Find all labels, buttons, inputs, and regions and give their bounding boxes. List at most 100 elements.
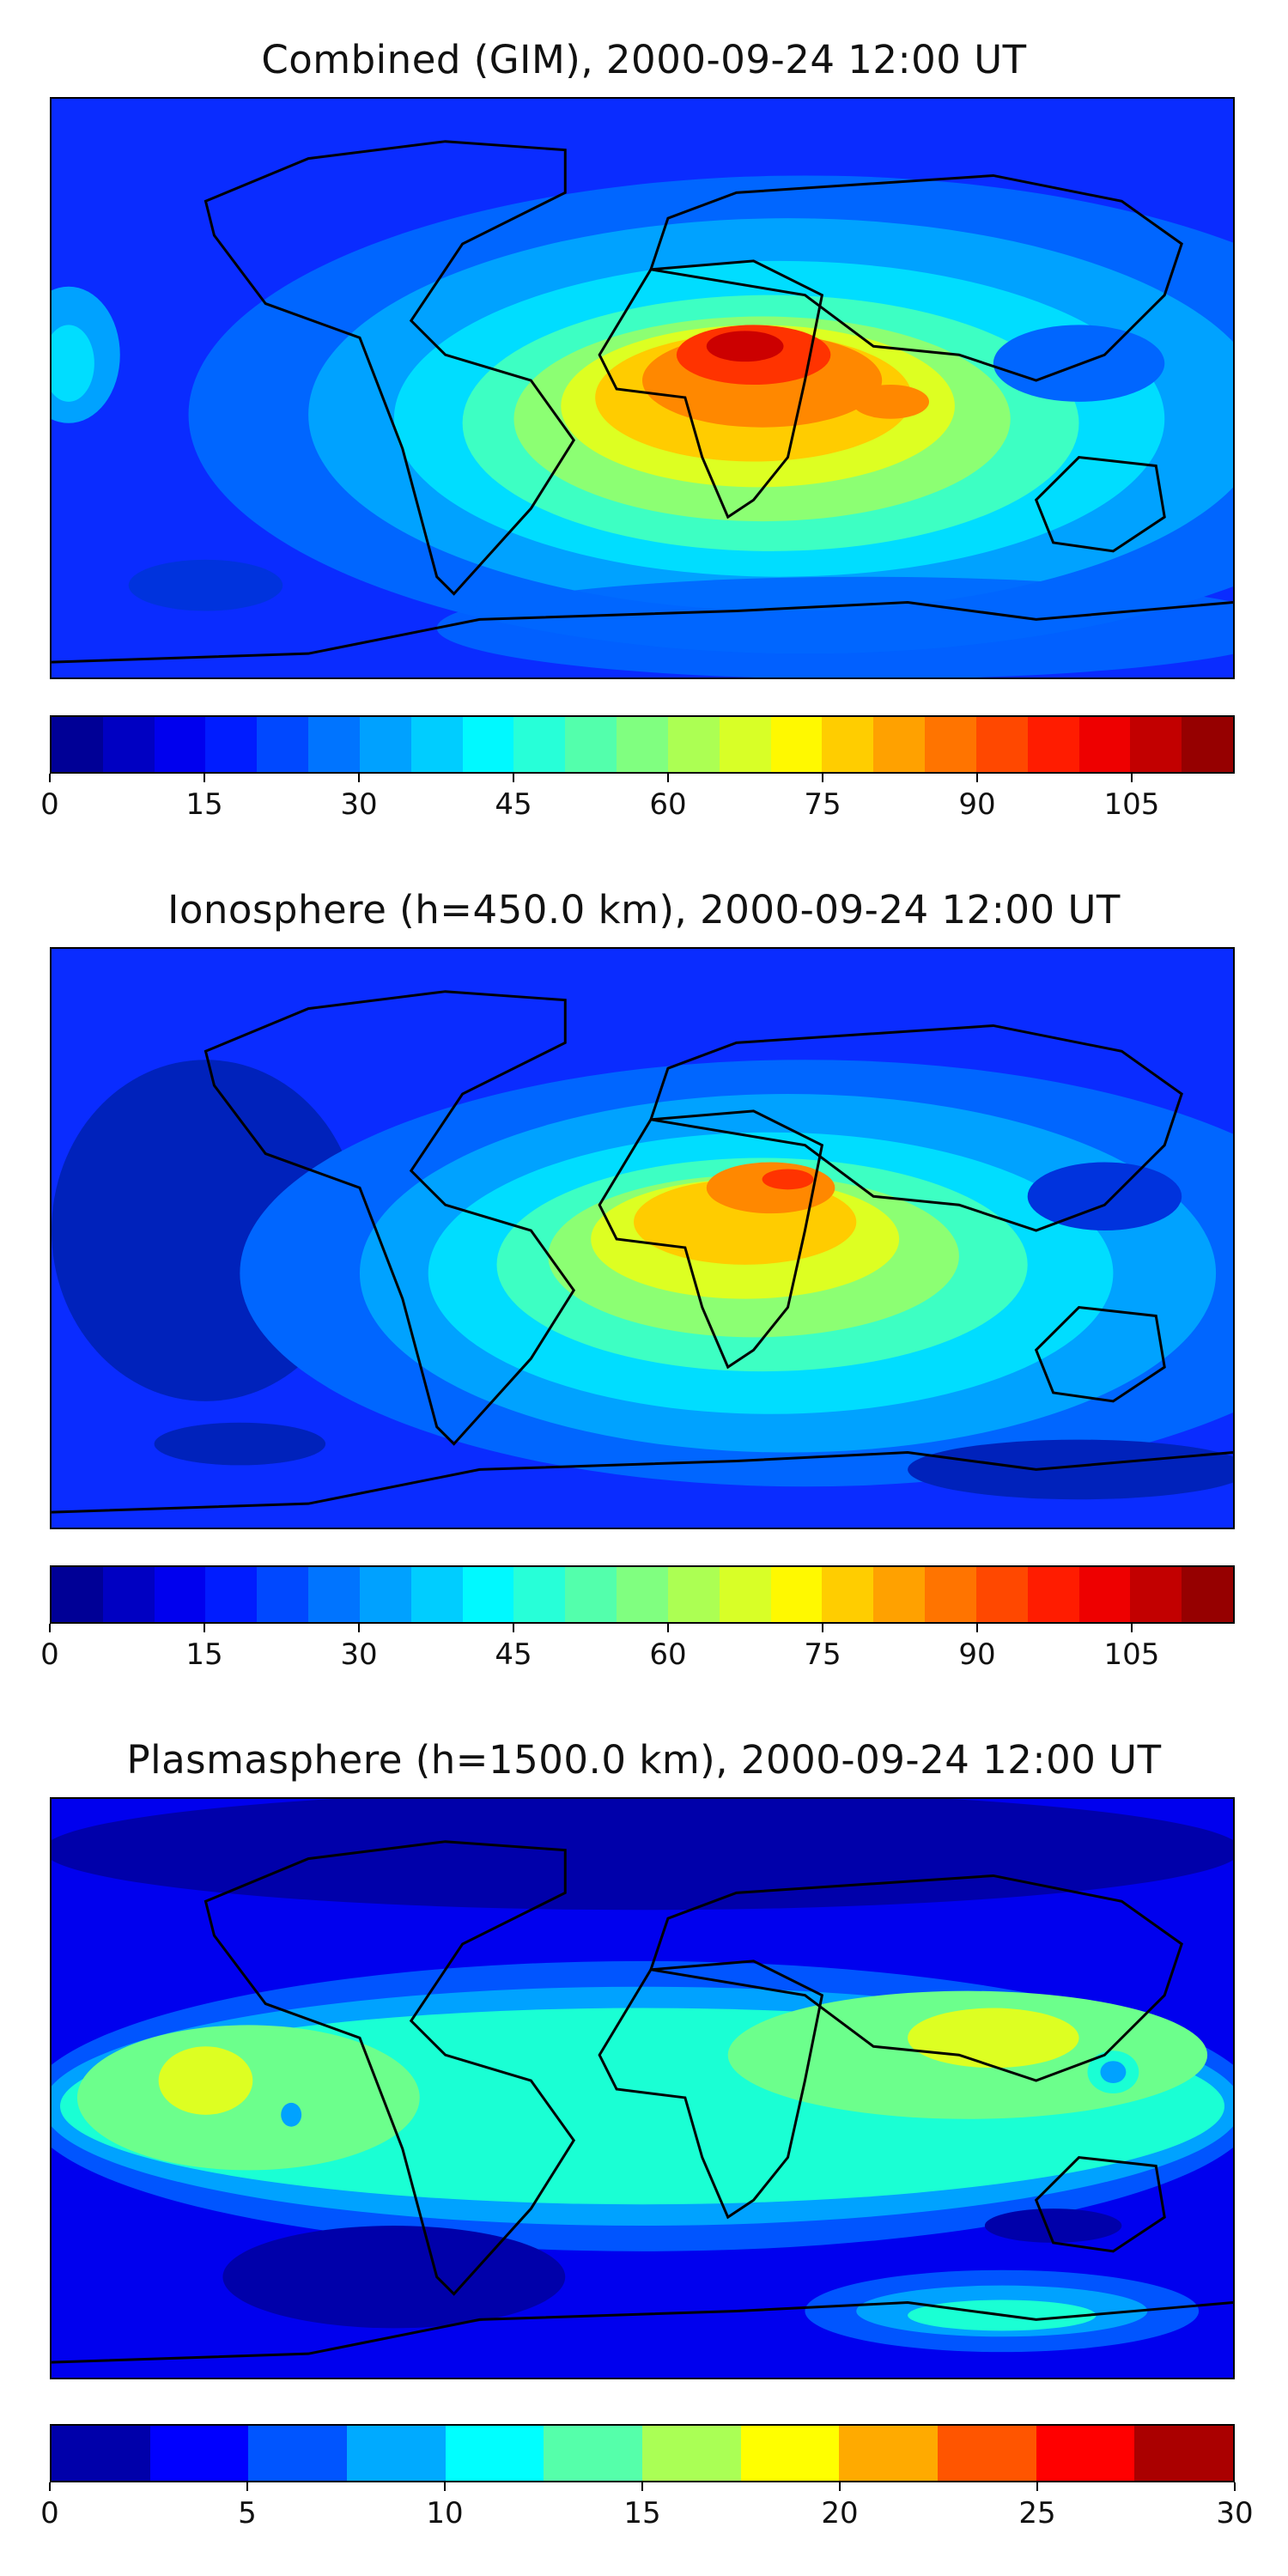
colorbar-segment: [822, 717, 874, 772]
colorbar-segment: [205, 717, 258, 772]
colorbar-tick-label: 30: [340, 1637, 378, 1672]
colorbar-tick-mark: [976, 1624, 978, 1632]
colorbar-segment: [565, 717, 617, 772]
colorbar-tick-label: 5: [238, 2496, 257, 2530]
colorbar-tick-mark: [976, 774, 978, 782]
colorbar-segment: [347, 2426, 446, 2481]
colorbar-tick-label: 45: [495, 787, 532, 822]
colorbar-tick-mark: [667, 1624, 669, 1632]
colorbar-segment: [617, 1567, 668, 1622]
colorbar-ticks-combined: 0 15 30 45 60 75 90 105: [40, 774, 1235, 825]
colorbar-tick-label: 0: [40, 787, 59, 822]
colorbar-segment: [513, 717, 566, 772]
colorbar-segment: [873, 717, 926, 772]
colorbar-tick-mark: [204, 774, 205, 782]
colorbar-segment: [1027, 717, 1079, 772]
colorbar-segment: [1130, 1567, 1182, 1622]
colorbar-segment: [839, 2426, 939, 2481]
colorbar-segment: [938, 2426, 1036, 2481]
panel-title-combined: Combined (GIM), 2000-09-24 12:00 UT: [261, 37, 1027, 82]
colorbar-segment: [719, 1567, 771, 1622]
colorbar-combined: [50, 715, 1235, 774]
colorbar-segment: [257, 1567, 309, 1622]
colorbar-tick-label: 105: [1103, 1637, 1160, 1672]
colorbar-tick-label: 60: [649, 787, 687, 822]
colorbar-plasmasphere: [50, 2424, 1235, 2482]
colorbar-tick-label: 90: [958, 787, 996, 822]
colorbar-segment: [445, 2426, 544, 2481]
colorbar-segment: [359, 1567, 411, 1622]
colorbar-tick-mark: [358, 774, 360, 782]
colorbar-segment: [257, 717, 309, 772]
colorbar-segment: [462, 717, 514, 772]
colorbar-segment: [1130, 717, 1182, 772]
colorbar-tick-mark: [1036, 2482, 1038, 2491]
colorbar-tick-label: 20: [821, 2496, 859, 2530]
map-ionosphere: [50, 947, 1235, 1529]
colorbar-segment: [52, 2426, 150, 2481]
colorbar-tick-label: 75: [804, 1637, 841, 1672]
colorbar-segment: [154, 717, 206, 772]
colorbar-segment: [52, 717, 103, 772]
colorbar-segment: [410, 717, 463, 772]
colorbar-segment: [770, 717, 823, 772]
colorbar-segment: [873, 1567, 926, 1622]
colorbar-segment: [52, 1567, 103, 1622]
colorbar-ticks-ionosphere: 0 15 30 45 60 75 90 105: [40, 1624, 1235, 1675]
colorbar-segment: [513, 1567, 566, 1622]
colorbar-tick-mark: [444, 2482, 446, 2491]
colorbar-ionosphere: [50, 1565, 1235, 1624]
colorbar-segment: [1027, 1567, 1079, 1622]
colorbar-segment: [925, 1567, 976, 1622]
colorbar-segment: [1078, 1567, 1131, 1622]
colorbar-segment: [770, 1567, 823, 1622]
colorbar-tick-label: 15: [623, 2496, 661, 2530]
colorbar-tick-mark: [1131, 1624, 1133, 1632]
colorbar-tick-mark: [49, 774, 51, 782]
colorbar-tick-mark: [822, 774, 823, 782]
colorbar-segment: [359, 717, 411, 772]
colorbar-tick-mark: [1234, 2482, 1236, 2491]
colorbar-tick-label: 30: [340, 787, 378, 822]
colorbar-segment: [617, 717, 668, 772]
colorbar-tick-mark: [641, 2482, 643, 2491]
colorbar-segment: [205, 1567, 258, 1622]
colorbar-tick-mark: [667, 774, 669, 782]
colorbar-segment: [925, 717, 976, 772]
colorbar-tick-label: 10: [426, 2496, 464, 2530]
colorbar-tick-mark: [513, 774, 514, 782]
panel-title-plasmasphere: Plasmasphere (h=1500.0 km), 2000-09-24 1…: [126, 1737, 1162, 1783]
map-plasmasphere: [50, 1797, 1235, 2379]
colorbar-tick-label: 105: [1103, 787, 1160, 822]
colorbar-segment: [308, 1567, 360, 1622]
colorbar-segment: [154, 1567, 206, 1622]
colorbar-segment: [308, 717, 360, 772]
colorbar-segment: [1182, 1567, 1234, 1622]
colorbar-tick-label: 15: [185, 1637, 223, 1672]
colorbar-tick-mark: [49, 1624, 51, 1632]
colorbar-tick-mark: [822, 1624, 823, 1632]
colorbar-segment: [667, 717, 720, 772]
colorbar-tick-label: 90: [958, 1637, 996, 1672]
colorbar-tick-mark: [49, 2482, 51, 2491]
colorbar-segment: [1036, 2426, 1135, 2481]
colorbar-segment: [410, 1567, 463, 1622]
colorbar-segment: [667, 1567, 720, 1622]
tec-contour-map-ionosphere: [52, 949, 1233, 1528]
colorbar-segment: [1182, 717, 1234, 772]
colorbar-tick-mark: [358, 1624, 360, 1632]
colorbar-tick-mark: [513, 1624, 514, 1632]
colorbar-tick-mark: [1131, 774, 1133, 782]
colorbar-tick-mark: [839, 2482, 841, 2491]
colorbar-segment: [975, 717, 1028, 772]
colorbar-segment: [975, 1567, 1028, 1622]
colorbar-segment: [149, 2426, 249, 2481]
colorbar-segment: [740, 2426, 840, 2481]
colorbar-tick-mark: [246, 2482, 248, 2491]
colorbar-tick-label: 15: [185, 787, 223, 822]
colorbar-tick-label: 30: [1216, 2496, 1254, 2530]
colorbar-segment: [822, 1567, 874, 1622]
colorbar-tick-label: 60: [649, 1637, 687, 1672]
colorbar-segment: [102, 717, 155, 772]
colorbar-tick-label: 0: [40, 1637, 59, 1672]
